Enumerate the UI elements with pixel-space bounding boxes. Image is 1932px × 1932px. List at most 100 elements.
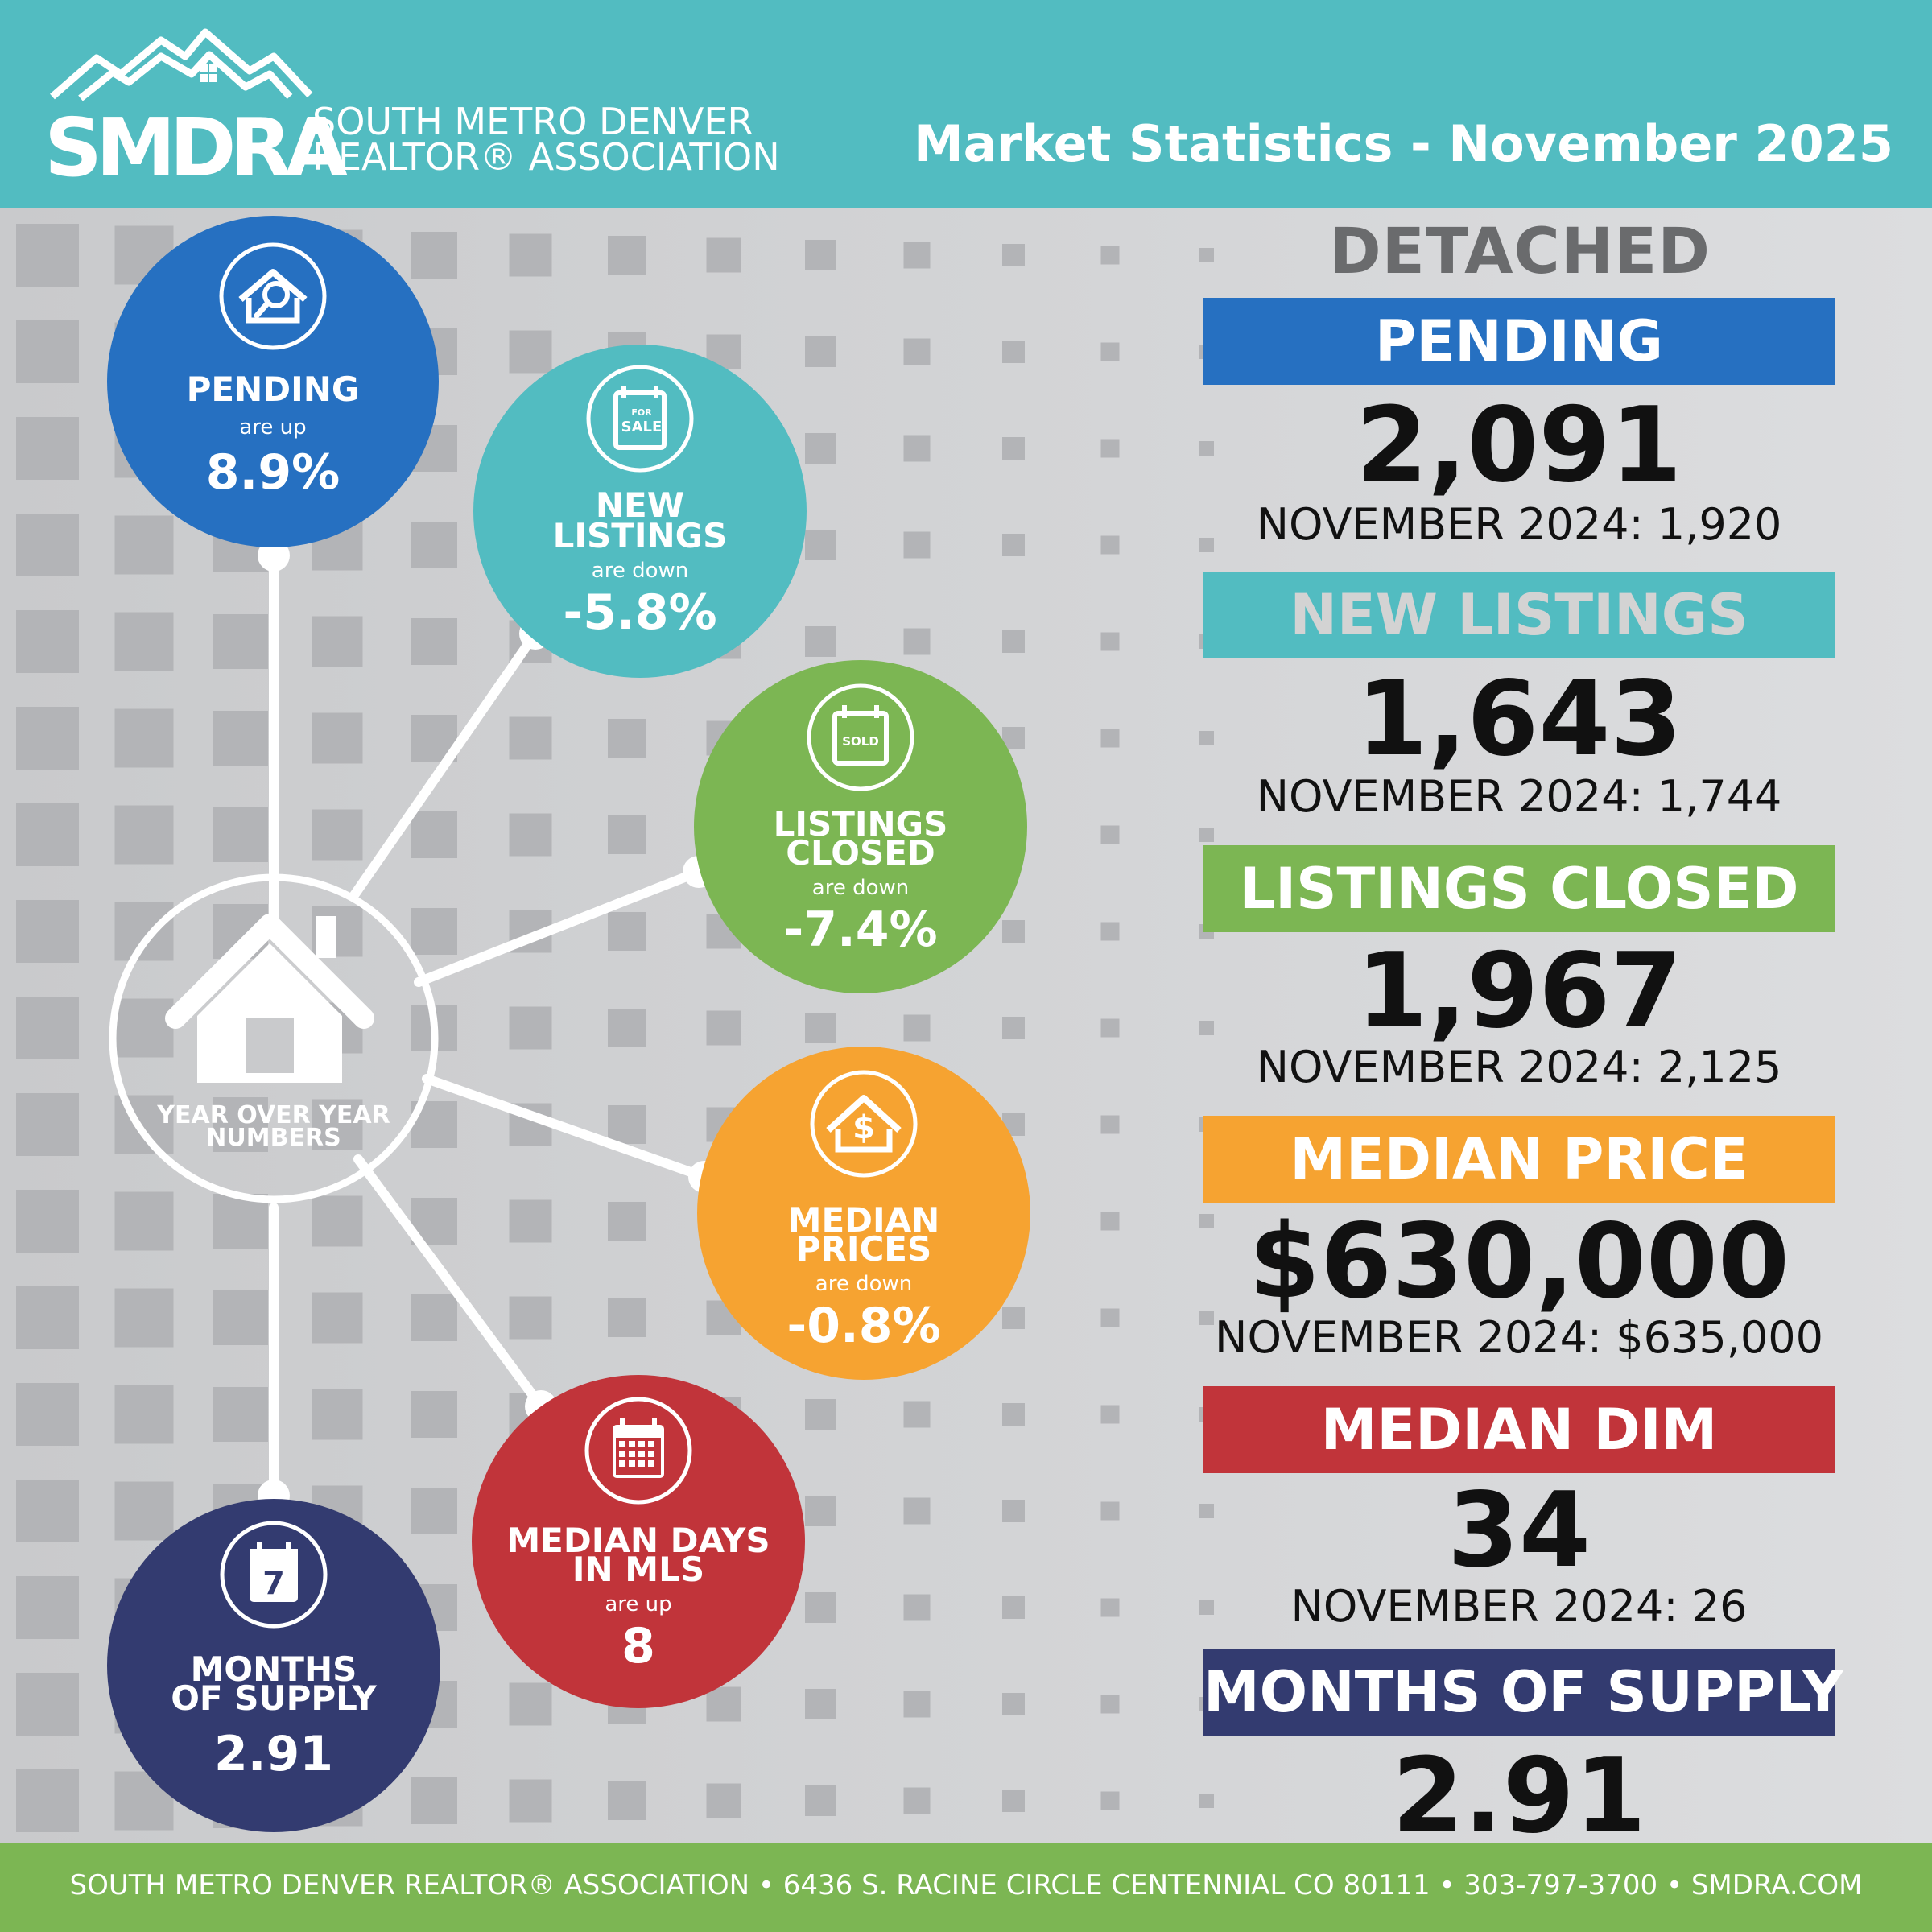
background-square	[16, 1673, 79, 1736]
background-square	[509, 1006, 552, 1050]
background-square	[411, 522, 457, 568]
background-square	[805, 433, 836, 464]
header: SMDRA SOUTH METRO DENVER REALTOR® ASSOCI…	[0, 0, 1932, 208]
background-square	[114, 1385, 174, 1444]
background-square	[411, 1391, 457, 1438]
background-square	[411, 1777, 457, 1824]
background-square	[1199, 538, 1214, 552]
pending-circle-value: 8.9%	[205, 444, 341, 501]
new-listings-circle-label-1: NEW	[595, 485, 685, 525]
background-square	[608, 815, 646, 854]
months-supply-value: 2.91	[1392, 1736, 1646, 1856]
months-supply-circle-label-2: OF SUPPLY	[171, 1678, 377, 1718]
months-supply-bar: MONTHS OF SUPPLY	[1203, 1649, 1843, 1736]
background-square	[411, 1488, 457, 1534]
background-square	[1199, 828, 1214, 842]
background-square	[1002, 920, 1025, 943]
background-square	[1199, 248, 1214, 262]
background-square	[1100, 632, 1120, 651]
new-listings-circle-label-2: LISTINGS	[552, 516, 728, 555]
background-square	[1002, 244, 1025, 266]
median-prices-circle-value: -0.8%	[786, 1298, 941, 1354]
background-square	[312, 1292, 363, 1344]
connector-lines	[109, 539, 720, 1512]
background-square	[114, 1191, 174, 1251]
median-days-circle-label-1: MEDIAN DAYS	[506, 1521, 770, 1560]
new-listings-circle: FOR SALE NEW LISTINGS are down -5.8%	[473, 345, 807, 678]
background-square	[114, 998, 174, 1058]
hub-ring	[109, 873, 439, 1203]
background-square	[411, 1294, 457, 1341]
background-square	[1100, 1308, 1120, 1327]
background-square	[1002, 1017, 1025, 1039]
listings-closed-circle-label-1: LISTINGS	[773, 804, 948, 844]
background-square	[16, 803, 79, 866]
background-square	[16, 417, 79, 480]
page-title: Market Statistics - November 2025	[913, 114, 1893, 173]
median-price-previous: NOVEMBER 2024: $635,000	[1215, 1312, 1823, 1363]
background-square	[213, 807, 268, 862]
background-square	[903, 1787, 931, 1814]
background-square	[509, 716, 552, 760]
background-square	[213, 1387, 268, 1442]
background-square	[805, 1399, 836, 1430]
background-square	[1199, 731, 1214, 745]
background-square	[1100, 1501, 1120, 1521]
background-square	[1100, 1115, 1120, 1134]
background-square	[805, 1013, 836, 1043]
months-supply-circle-value: 2.91	[213, 1726, 334, 1782]
background-square	[114, 1481, 174, 1541]
background-square	[903, 1014, 931, 1042]
pending-circle-direction: are up	[239, 415, 307, 440]
median-prices-circle-label-2: PRICES	[795, 1229, 932, 1269]
pending-value: 2,091	[1356, 386, 1682, 506]
background-square	[1002, 534, 1025, 556]
footer-contact-text: SOUTH METRO DENVER REALTOR® ASSOCIATION …	[69, 1869, 1863, 1901]
background-square	[608, 1781, 646, 1820]
footer: SOUTH METRO DENVER REALTOR® ASSOCIATION …	[0, 1843, 1932, 1932]
new-listings-circle-direction: are down	[591, 559, 689, 583]
months-supply-circle: 7 MONTHS OF SUPPLY 2.91	[107, 1499, 440, 1832]
listings-closed-circle-value: -7.4%	[783, 902, 938, 958]
pending-circle-label: PENDING	[186, 369, 360, 409]
background-square	[312, 1099, 363, 1150]
background-square	[411, 618, 457, 665]
median-dim-bar: MEDIAN DIM	[1203, 1386, 1835, 1473]
background-square	[805, 336, 836, 367]
background-square	[903, 338, 931, 365]
background-square	[114, 515, 174, 575]
median-days-circle-label-2: IN MLS	[572, 1550, 705, 1589]
median-dim-value: 34	[1447, 1471, 1591, 1591]
background-square	[805, 1496, 836, 1526]
hub-label: YEAR OVER YEAR NUMBERS	[153, 1104, 394, 1150]
background-square	[903, 1690, 931, 1718]
background-square	[1199, 1600, 1214, 1615]
background-square	[1100, 246, 1120, 265]
background-square	[1100, 1598, 1120, 1617]
background-square	[411, 811, 457, 858]
background-square	[805, 1689, 836, 1719]
background-square	[213, 711, 268, 766]
background-square	[1199, 1214, 1214, 1228]
for-sale-sign-icon: FOR SALE	[586, 365, 694, 473]
hub-label-line1: YEAR OVER YEAR	[157, 1101, 390, 1129]
sold-sign-icon: SOLD	[807, 683, 914, 791]
background-square	[1100, 1791, 1120, 1810]
calendar-day-text: 7	[262, 1565, 285, 1602]
background-square	[1199, 1021, 1214, 1035]
logo-name-line2: REALTOR® ASSOCIATION	[312, 135, 780, 179]
background-square	[16, 997, 79, 1059]
background-square	[509, 1682, 552, 1726]
listings-closed-circle: SOLD LISTINGS CLOSED are down -7.4%	[694, 660, 1027, 993]
background-square	[213, 1097, 268, 1152]
background-square	[16, 224, 79, 287]
background-square	[1002, 341, 1025, 363]
background-square	[805, 530, 836, 560]
pending-circle: PENDING are up 8.9%	[107, 216, 439, 547]
background-square	[16, 900, 79, 963]
new-listings-circle-value: -5.8%	[563, 584, 717, 641]
background-square	[1002, 1596, 1025, 1619]
background-square	[16, 707, 79, 770]
background-square	[805, 240, 836, 270]
median-dim-previous: NOVEMBER 2024: 26	[1290, 1581, 1748, 1632]
